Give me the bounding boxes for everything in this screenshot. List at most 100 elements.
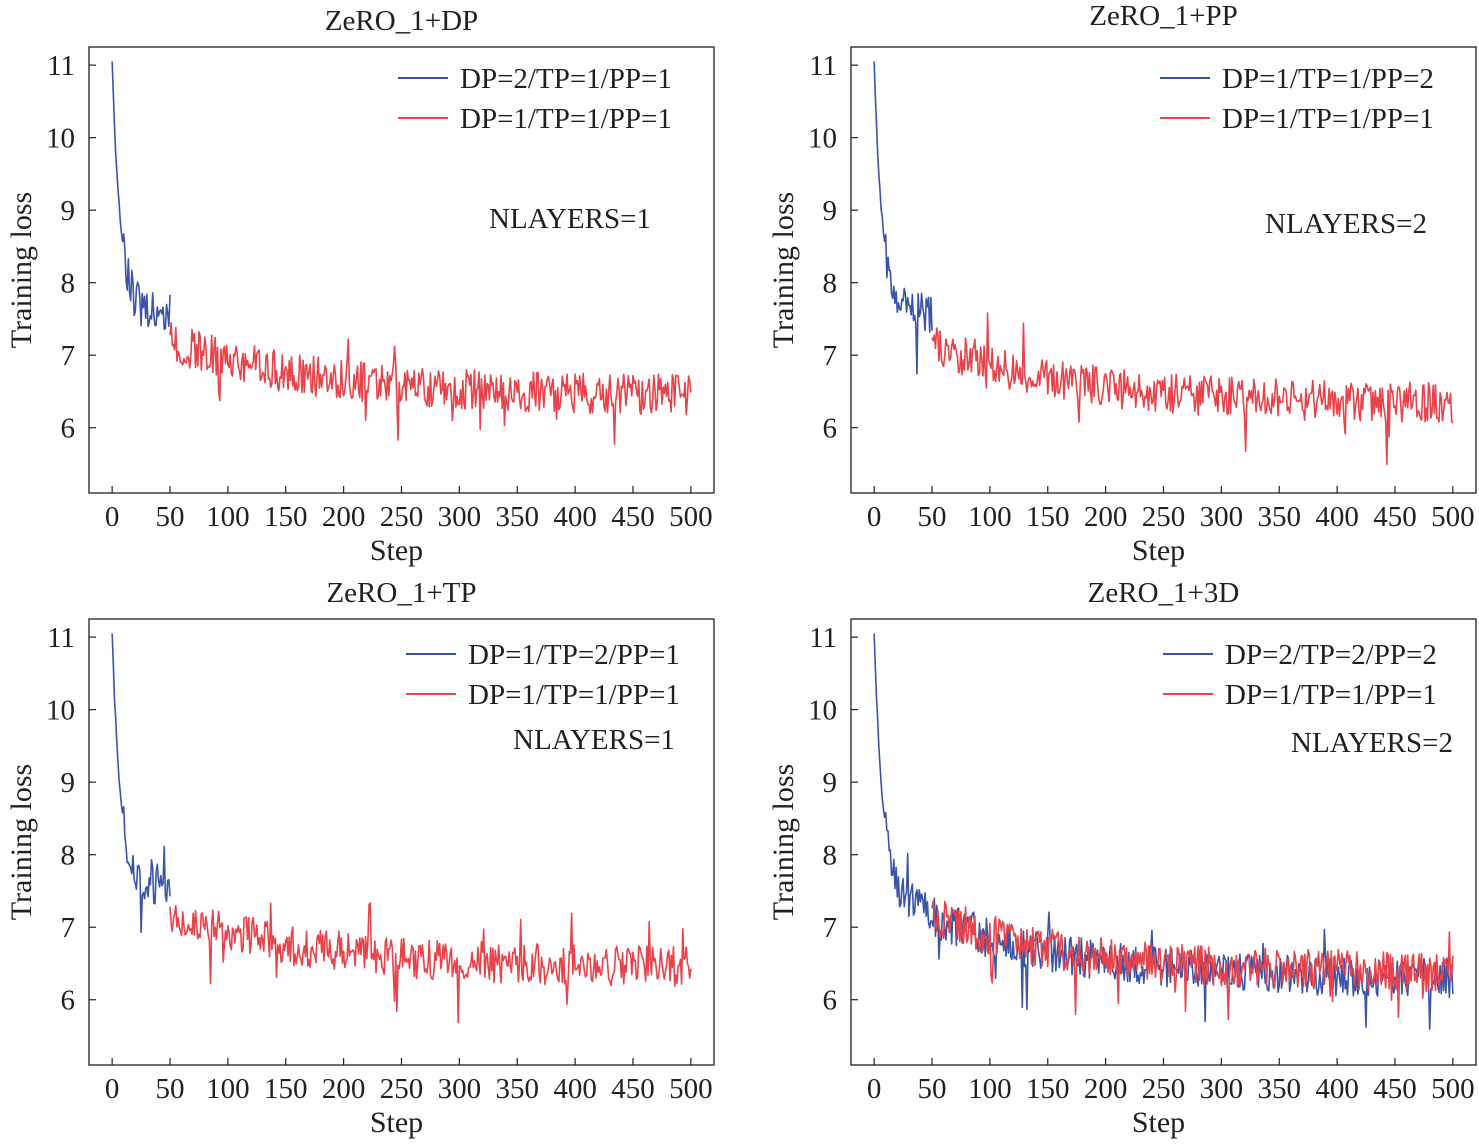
x-tick-label: 50 bbox=[156, 1073, 185, 1105]
x-tick-label: 500 bbox=[1431, 501, 1475, 533]
chart-panel-2: ZeRO_1+PP 0 50 100 150 200 250 300 350 400 450 500 6… bbox=[767, 0, 1477, 567]
x-tick-label: 50 bbox=[156, 501, 185, 533]
y-tick-label: 10 bbox=[46, 123, 75, 155]
legend-label: DP=1/TP=1/PP=1 bbox=[1222, 103, 1434, 135]
y-tick-label: 7 bbox=[823, 340, 838, 372]
x-axis-label: Step bbox=[1132, 1106, 1185, 1139]
chart-panel-4: ZeRO_1+3D 0 50 100 150 200 250 300 350 400 450 500 6… bbox=[767, 577, 1477, 1139]
series-line-red bbox=[169, 902, 692, 1024]
x-tick-label: 350 bbox=[495, 1073, 539, 1105]
x-tick-label: 500 bbox=[669, 501, 713, 533]
x-tick-label: 300 bbox=[1200, 501, 1244, 533]
chart-title: ZeRO_1+DP bbox=[325, 5, 478, 37]
y-tick-label: 6 bbox=[61, 985, 76, 1017]
x-tick-label: 250 bbox=[380, 501, 424, 533]
x-tick-label: 250 bbox=[1142, 1073, 1186, 1105]
y-tick-label: 11 bbox=[47, 622, 75, 654]
x-tick-label: 500 bbox=[669, 1073, 713, 1105]
chart-panel-1: ZeRO_1+DP 0 50 100 150 200 250 300 350 400 450 500 6… bbox=[5, 5, 715, 567]
y-tick-label: 7 bbox=[823, 912, 838, 944]
series-line-blue bbox=[111, 61, 171, 331]
legend-label: DP=1/TP=1/PP=1 bbox=[468, 679, 680, 711]
y-tick-label: 7 bbox=[61, 340, 76, 372]
x-tick-label: 350 bbox=[1257, 501, 1301, 533]
y-tick-label: 11 bbox=[47, 50, 75, 82]
x-axis-label: Step bbox=[370, 1106, 423, 1139]
y-tick-label: 9 bbox=[61, 767, 76, 799]
x-axis-label: Step bbox=[1132, 534, 1185, 567]
x-tick-label: 50 bbox=[918, 501, 947, 533]
x-tick-label: 400 bbox=[553, 1073, 597, 1105]
x-tick-label: 250 bbox=[380, 1073, 424, 1105]
y-tick-label: 8 bbox=[61, 840, 76, 872]
series-line-red bbox=[931, 312, 1454, 466]
y-tick-label: 8 bbox=[61, 268, 76, 300]
x-tick-label: 450 bbox=[611, 501, 655, 533]
x-tick-label: 100 bbox=[206, 501, 250, 533]
nlayers-annotation: NLAYERS=1 bbox=[513, 724, 675, 756]
chart-title: ZeRO_1+TP bbox=[326, 577, 476, 609]
x-tick-label: 150 bbox=[1026, 1073, 1070, 1105]
x-tick-label: 100 bbox=[968, 501, 1012, 533]
series-line-blue bbox=[873, 61, 933, 375]
y-tick-label: 9 bbox=[823, 195, 838, 227]
x-tick-label: 0 bbox=[867, 1073, 882, 1105]
x-tick-label: 350 bbox=[1257, 1073, 1301, 1105]
y-tick-label: 10 bbox=[808, 123, 837, 155]
legend-label: DP=1/TP=1/PP=1 bbox=[1225, 679, 1437, 711]
y-tick-label: 10 bbox=[46, 695, 75, 727]
x-tick-label: 500 bbox=[1431, 1073, 1475, 1105]
x-tick-label: 250 bbox=[1142, 501, 1186, 533]
y-tick-label: 11 bbox=[809, 50, 837, 82]
y-tick-label: 11 bbox=[809, 622, 837, 654]
y-tick-label: 8 bbox=[823, 840, 838, 872]
legend-label: DP=2/TP=1/PP=1 bbox=[460, 63, 672, 95]
y-tick-label: 6 bbox=[61, 413, 76, 445]
x-tick-label: 0 bbox=[105, 501, 120, 533]
series-line-blue bbox=[111, 633, 171, 934]
nlayers-annotation: NLAYERS=1 bbox=[489, 203, 651, 235]
x-tick-label: 150 bbox=[1026, 501, 1070, 533]
legend-label: DP=1/TP=1/PP=2 bbox=[1222, 63, 1434, 95]
x-tick-label: 400 bbox=[553, 501, 597, 533]
y-tick-label: 6 bbox=[823, 413, 838, 445]
y-tick-label: 10 bbox=[808, 695, 837, 727]
x-tick-label: 200 bbox=[1084, 1073, 1128, 1105]
x-tick-label: 100 bbox=[968, 1073, 1012, 1105]
x-tick-label: 100 bbox=[206, 1073, 250, 1105]
chart-title: ZeRO_1+3D bbox=[1088, 577, 1240, 609]
y-axis-label: Training loss bbox=[767, 192, 800, 348]
x-tick-label: 300 bbox=[438, 501, 482, 533]
x-tick-label: 450 bbox=[1373, 1073, 1417, 1105]
x-tick-label: 200 bbox=[322, 1073, 366, 1105]
x-tick-label: 200 bbox=[1084, 501, 1128, 533]
x-tick-label: 150 bbox=[264, 501, 308, 533]
x-tick-label: 400 bbox=[1315, 1073, 1359, 1105]
y-tick-label: 8 bbox=[823, 268, 838, 300]
legend-label: DP=1/TP=1/PP=1 bbox=[460, 103, 672, 135]
x-tick-label: 450 bbox=[1373, 501, 1417, 533]
x-tick-label: 300 bbox=[1200, 1073, 1244, 1105]
x-tick-label: 350 bbox=[495, 501, 539, 533]
y-axis-label: Training loss bbox=[5, 764, 38, 920]
y-axis-label: Training loss bbox=[5, 192, 38, 348]
y-tick-label: 6 bbox=[823, 985, 838, 1017]
y-tick-label: 9 bbox=[823, 767, 838, 799]
x-tick-label: 400 bbox=[1315, 501, 1359, 533]
nlayers-annotation: NLAYERS=2 bbox=[1291, 727, 1453, 759]
y-tick-label: 7 bbox=[61, 912, 76, 944]
chart-panel-3: ZeRO_1+TP 0 50 100 150 200 250 300 350 400 450 500 6… bbox=[5, 577, 715, 1139]
x-tick-label: 50 bbox=[918, 1073, 947, 1105]
x-tick-label: 450 bbox=[611, 1073, 655, 1105]
x-tick-label: 300 bbox=[438, 1073, 482, 1105]
x-tick-label: 150 bbox=[264, 1073, 308, 1105]
chart-title: ZeRO_1+PP bbox=[1089, 0, 1237, 32]
legend-label: DP=1/TP=2/PP=1 bbox=[468, 639, 680, 671]
x-tick-label: 0 bbox=[105, 1073, 120, 1105]
y-tick-label: 9 bbox=[61, 195, 76, 227]
x-axis-label: Step bbox=[370, 534, 423, 567]
series-line-red bbox=[931, 900, 1454, 1021]
y-axis-label: Training loss bbox=[767, 764, 800, 920]
legend-label: DP=2/TP=2/PP=2 bbox=[1225, 639, 1437, 671]
